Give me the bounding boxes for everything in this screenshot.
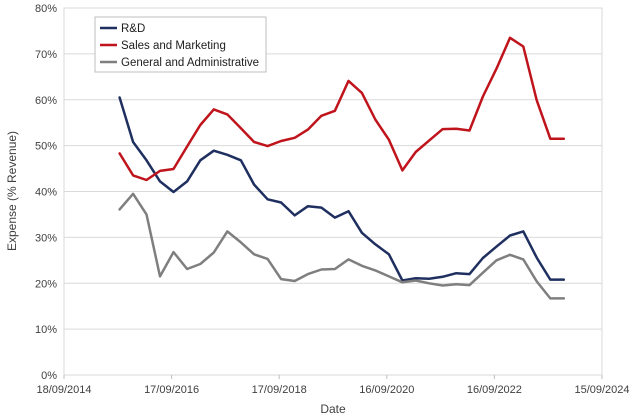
x-tick-label: 18/09/2014 <box>36 384 91 396</box>
series-line-2 <box>118 192 566 300</box>
y-tick-label: 40% <box>35 187 57 199</box>
x-tick-label: 16/09/2020 <box>359 384 414 396</box>
legend-label: Sales and Marketing <box>121 40 226 52</box>
legend: R&D Sales and Marketing General and Admini… <box>94 16 267 73</box>
series-line-1 <box>118 36 566 182</box>
legend-label: General and Administrative <box>121 57 259 69</box>
y-axis-title: Expense (% Revenue) <box>5 131 19 251</box>
legend-box <box>94 16 267 73</box>
x-tick-label: 16/09/2022 <box>467 384 522 396</box>
y-tick-label: 0% <box>41 370 57 382</box>
x-axis-title: Date <box>320 402 346 416</box>
series-group <box>118 36 566 300</box>
legend-label: R&D <box>121 23 145 35</box>
x-tick-label: 17/09/2018 <box>252 384 307 396</box>
x-tick-label: 17/09/2016 <box>144 384 199 396</box>
y-tick-label: 60% <box>35 95 57 107</box>
plot-area-border <box>63 7 603 376</box>
y-tick-label: 70% <box>35 49 57 61</box>
series-line-0 <box>118 96 566 282</box>
y-tick-label: 50% <box>35 141 57 153</box>
y-tick-label: 20% <box>35 278 57 290</box>
x-axis-ticks: 18/09/2014 17/09/2016 17/09/2018 16/09/2020… <box>36 375 630 396</box>
y-tick-label: 30% <box>35 232 57 244</box>
gridlines <box>64 53 602 330</box>
x-tick-label: 15/09/2024 <box>574 384 629 396</box>
y-axis-ticks: 0% 10% 20% 30% 40% 50% 60% 70% 80% <box>35 3 57 382</box>
y-tick-label: 80% <box>35 3 57 15</box>
y-tick-label: 10% <box>35 324 57 336</box>
